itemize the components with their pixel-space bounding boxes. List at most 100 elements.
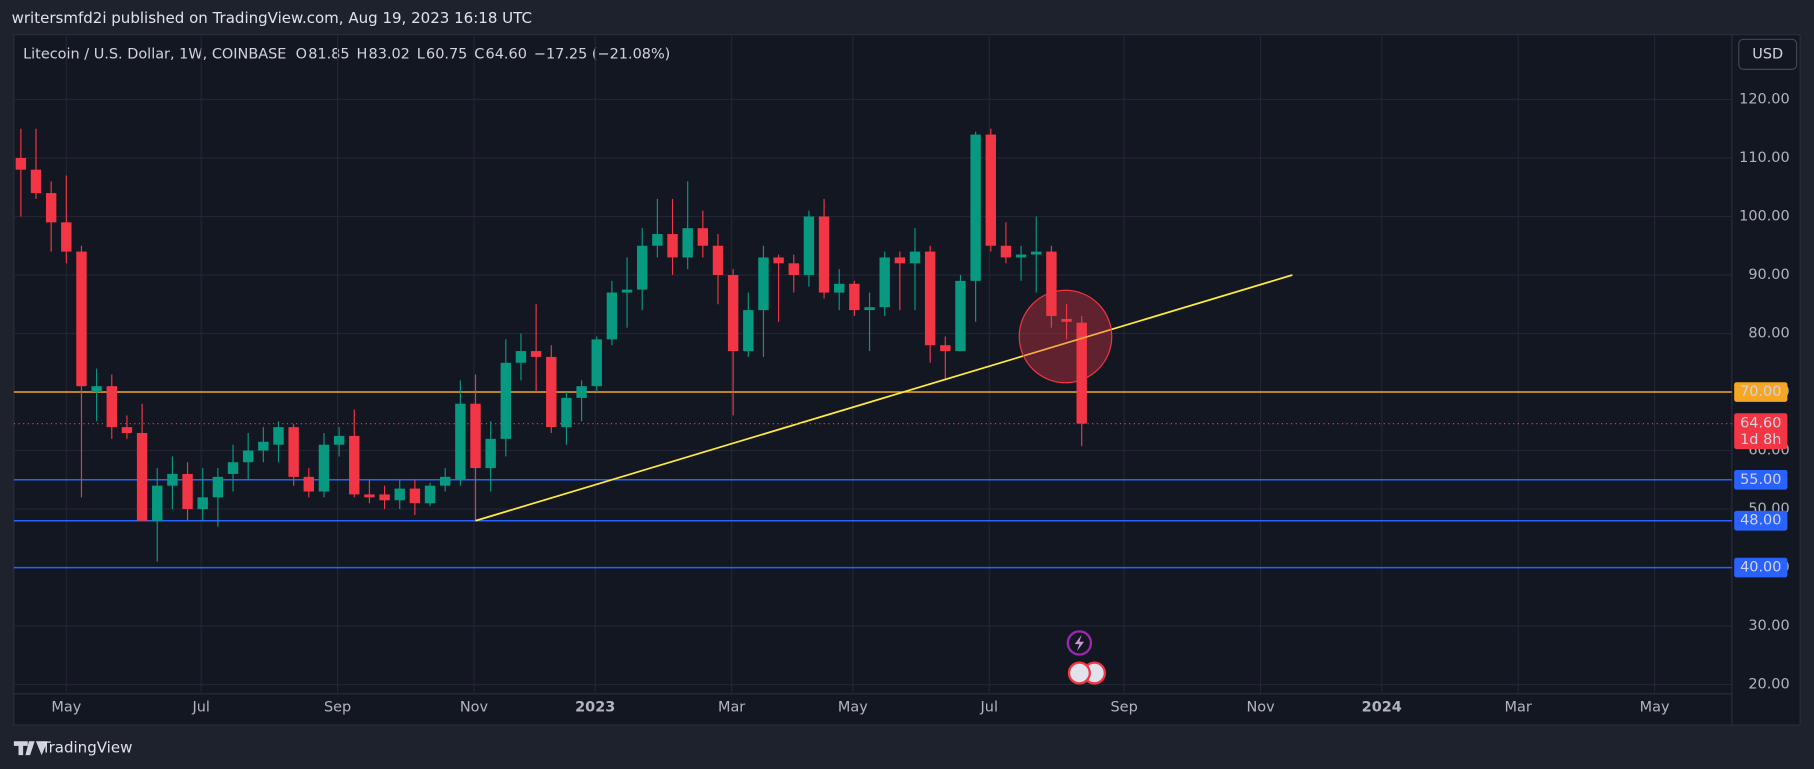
legend-key: L xyxy=(417,46,425,62)
level-label-box xyxy=(1734,382,1788,402)
x-tick-label: May xyxy=(1640,700,1670,716)
candle-body xyxy=(424,485,436,504)
candle-body xyxy=(879,257,890,308)
candle-body xyxy=(682,228,693,258)
candle-body xyxy=(182,473,193,510)
y-tick-label: 100.00 xyxy=(1739,208,1790,224)
candle-body xyxy=(349,435,360,495)
candle-body xyxy=(743,310,754,352)
candle-body xyxy=(455,403,466,480)
candle-body xyxy=(242,450,254,463)
candle-body xyxy=(364,494,375,498)
candle-body xyxy=(379,494,390,501)
candle-body xyxy=(576,386,587,398)
legend-key: O xyxy=(296,46,307,62)
candle-body xyxy=(970,134,981,281)
candle-body xyxy=(470,403,481,469)
candle-body xyxy=(30,169,42,194)
x-tick-label: Jul xyxy=(191,700,209,716)
level-label: 55.00 xyxy=(1740,472,1781,488)
legend-value: 64.60 xyxy=(486,46,527,62)
level-label-box xyxy=(1734,557,1788,578)
candle-body xyxy=(803,216,815,276)
legend-value: 60.75 xyxy=(426,46,467,62)
level-label: 48.00 xyxy=(1740,513,1781,529)
legend-key: C xyxy=(474,46,484,62)
candle-body xyxy=(758,257,769,311)
x-tick-label: Sep xyxy=(324,700,351,716)
candle-body xyxy=(76,251,87,387)
x-tick-label: Jul xyxy=(980,700,998,716)
publish-header: writersmfd2i published on TradingView.co… xyxy=(12,9,532,27)
candle-body xyxy=(940,345,951,352)
candle-body xyxy=(834,283,845,293)
candle-body xyxy=(530,351,542,357)
legend-key: H xyxy=(356,46,367,62)
currency[interactable]: USD xyxy=(1752,46,1783,62)
candle-body xyxy=(985,134,996,246)
candle-body xyxy=(288,427,299,477)
candle-body xyxy=(591,339,602,387)
candle-body xyxy=(652,234,663,246)
candle-body xyxy=(667,234,678,258)
candle-body xyxy=(727,275,739,352)
legend-change: −17.25 (−21.08%) xyxy=(534,46,670,62)
brand-logo xyxy=(13,741,48,756)
candle-body xyxy=(121,427,133,433)
candle-body xyxy=(91,386,102,393)
candle-body xyxy=(197,497,208,510)
currency-button[interactable] xyxy=(1738,38,1798,70)
candle-body xyxy=(394,488,405,501)
candle-body xyxy=(515,351,527,363)
candle-body xyxy=(15,157,27,170)
level-label-box xyxy=(1734,469,1788,490)
candle-body xyxy=(136,432,148,521)
candle-body xyxy=(303,476,315,492)
candle-body xyxy=(409,488,421,504)
candle-body xyxy=(818,216,830,293)
y-tick-label: 120.00 xyxy=(1739,91,1790,107)
x-tick-label: Mar xyxy=(1505,700,1532,716)
x-tick-label: Mar xyxy=(718,700,745,716)
legend-value: 81.85 xyxy=(308,46,349,62)
level-label: 40.00 xyxy=(1740,560,1781,576)
x-tick-label: Sep xyxy=(1111,700,1138,716)
y-tick-label: 90.00 xyxy=(1748,267,1789,283)
highlight-circle xyxy=(1018,289,1113,384)
candle-body xyxy=(1061,318,1072,322)
candle-body xyxy=(697,228,709,246)
last-price-label: 64.60 xyxy=(1740,416,1781,432)
candle-body xyxy=(106,386,117,428)
candle-body xyxy=(637,245,648,290)
candle-body xyxy=(894,257,906,264)
event-icon-bolt xyxy=(1074,634,1085,652)
candle-body xyxy=(227,462,239,474)
plot xyxy=(13,34,1732,694)
legend: Litecoin / U.S. Dollar, 1W, COINBASE O 81… xyxy=(23,46,670,62)
candle-body xyxy=(1076,322,1087,424)
level-label-box xyxy=(1734,510,1788,531)
candle-body xyxy=(61,222,72,252)
event-flag xyxy=(1067,661,1091,685)
candle-body xyxy=(152,485,163,521)
candle-body xyxy=(258,441,269,451)
x-tick-label: May xyxy=(838,700,868,716)
countdown: 1d 8h xyxy=(1740,432,1781,448)
event-icons xyxy=(1066,630,1106,685)
level-label: 70.00 xyxy=(1740,384,1781,400)
candle-body xyxy=(485,438,496,469)
candle-body xyxy=(167,473,178,486)
candle-body xyxy=(712,245,724,276)
candle-body xyxy=(788,263,799,276)
candle-body xyxy=(955,280,966,352)
candle-body xyxy=(1046,251,1057,316)
candle-body xyxy=(212,476,224,498)
candle-body xyxy=(924,251,936,346)
candle-body xyxy=(1000,245,1012,258)
candle-body xyxy=(561,397,572,428)
candle-body xyxy=(864,307,875,311)
chart-pane xyxy=(13,34,1801,726)
symbol: Litecoin / U.S. Dollar, 1W, COINBASE xyxy=(23,46,286,62)
